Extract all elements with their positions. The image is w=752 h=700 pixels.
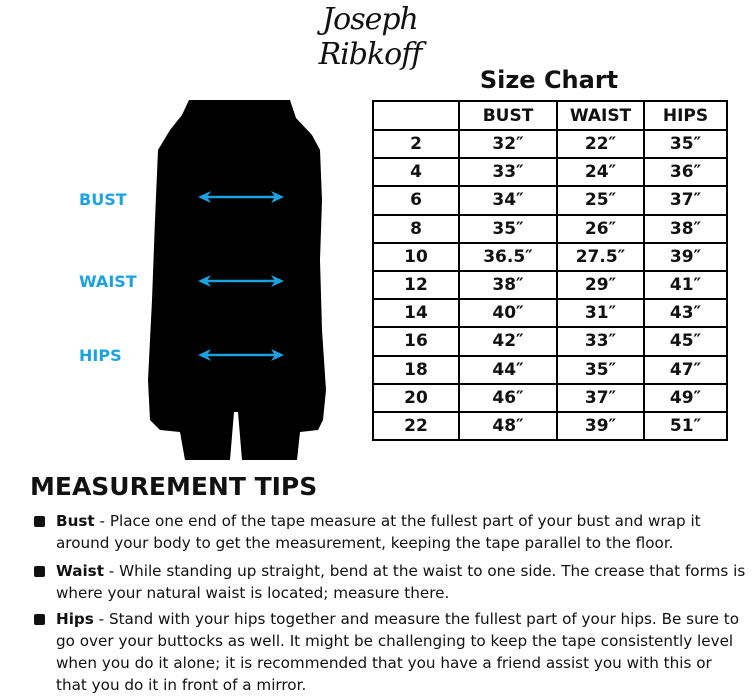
table-row: 8 35″ 26″ 38″ (372, 213, 728, 244)
measurement-cell: 45″ (643, 326, 728, 357)
bullet-icon (34, 614, 45, 625)
table-row: 12 38″ 29″ 41″ (372, 269, 728, 301)
size-table: BUST WAIST HIPS 2 32″ 22″ 35″ 4 33″ 24″ 36″ 6 34″… (372, 100, 728, 442)
measurement-cell: 26″ (556, 213, 645, 244)
header-cell: WAIST (556, 100, 645, 131)
waist-label: WAIST (79, 272, 137, 291)
tip-term: Bust (56, 512, 95, 530)
measurement-cell: 47″ (643, 354, 728, 385)
size-cell: 18 (372, 354, 460, 385)
measurement-cell: 44″ (458, 354, 558, 385)
table-row: 20 46″ 37″ 49″ (372, 382, 728, 413)
measurement-cell: 51″ (643, 410, 728, 442)
size-cell: 20 (372, 382, 460, 413)
measurement-cell: 33″ (556, 326, 645, 357)
measurement-cell: 49″ (643, 382, 728, 413)
measurement-cell: 32″ (458, 128, 558, 160)
measurement-cell: 37″ (556, 382, 645, 413)
header-cell: HIPS (643, 100, 728, 131)
table-row: 22 48″ 39″ 51″ (372, 410, 728, 442)
tip-text: - Place one end of the tape measure at t… (56, 512, 701, 552)
measurement-cell: 24″ (556, 157, 645, 188)
tip-term: Hips (56, 610, 94, 628)
size-cell: 8 (372, 213, 460, 244)
size-cell: 16 (372, 326, 460, 357)
tips-heading: MEASUREMENT TIPS (30, 472, 318, 501)
hips-label: HIPS (79, 346, 122, 365)
table-row: 4 33″ 24″ 36″ (372, 157, 728, 188)
hips-arrow-icon (198, 349, 284, 361)
table-row: 14 40″ 31″ 43″ (372, 298, 728, 329)
size-cell: 22 (372, 410, 460, 442)
size-cell: 2 (372, 128, 460, 160)
measurement-cell: 35″ (556, 354, 645, 385)
measurement-cell: 25″ (556, 185, 645, 216)
measurement-cell: 27.5″ (556, 241, 645, 272)
measurement-cell: 42″ (458, 326, 558, 357)
tip-text: - While standing up straight, bend at th… (56, 562, 746, 602)
measurement-cell: 40″ (458, 298, 558, 329)
measurement-cell: 36.5″ (458, 241, 558, 272)
measurement-cell: 36″ (643, 157, 728, 188)
header-cell (372, 100, 460, 131)
tip-bust: Bust - Place one end of the tape measure… (34, 510, 746, 554)
measurement-cell: 29″ (556, 269, 645, 301)
body-silhouette (148, 100, 326, 460)
measurement-cell: 31″ (556, 298, 645, 329)
size-cell: 12 (372, 269, 460, 301)
tip-waist: Waist - While standing up straight, bend… (34, 560, 746, 604)
tip-term: Waist (56, 562, 104, 580)
size-cell: 14 (372, 298, 460, 329)
brand-logo: Joseph Ribkoff (318, 2, 423, 72)
bust-label: BUST (79, 190, 127, 209)
table-header-row: BUST WAIST HIPS (372, 100, 728, 131)
table-row: 16 42″ 33″ 45″ (372, 326, 728, 357)
measurement-cell: 34″ (458, 185, 558, 216)
measurement-cell: 35″ (643, 128, 728, 160)
bust-arrow-icon (198, 191, 284, 203)
size-cell: 4 (372, 157, 460, 188)
measurement-cell: 38″ (458, 269, 558, 301)
measurement-cell: 46″ (458, 382, 558, 413)
measurement-cell: 37″ (643, 185, 728, 216)
table-row: 10 36.5″ 27.5″ 39″ (372, 241, 728, 272)
measurement-cell: 48″ (458, 410, 558, 442)
measurement-cell: 35″ (458, 213, 558, 244)
measurement-cell: 41″ (643, 269, 728, 301)
size-cell: 6 (372, 185, 460, 216)
measurement-cell: 39″ (556, 410, 645, 442)
measurement-cell: 39″ (643, 241, 728, 272)
table-row: 18 44″ 35″ 47″ (372, 354, 728, 385)
measurement-cell: 33″ (458, 157, 558, 188)
measurement-cell: 22″ (556, 128, 645, 160)
tip-text: - Stand with your hips together and meas… (56, 610, 740, 694)
tip-hips: Hips - Stand with your hips together and… (34, 608, 746, 696)
bullet-icon (34, 516, 45, 527)
measurement-cell: 38″ (643, 213, 728, 244)
size-chart-title: Size Chart (479, 66, 619, 94)
table-row: 2 32″ 22″ 35″ (372, 128, 728, 160)
bullet-icon (34, 566, 45, 577)
waist-arrow-icon (198, 275, 284, 287)
table-row: 6 34″ 25″ 37″ (372, 185, 728, 216)
size-cell: 10 (372, 241, 460, 272)
header-cell: BUST (458, 100, 558, 131)
measurement-cell: 43″ (643, 298, 728, 329)
